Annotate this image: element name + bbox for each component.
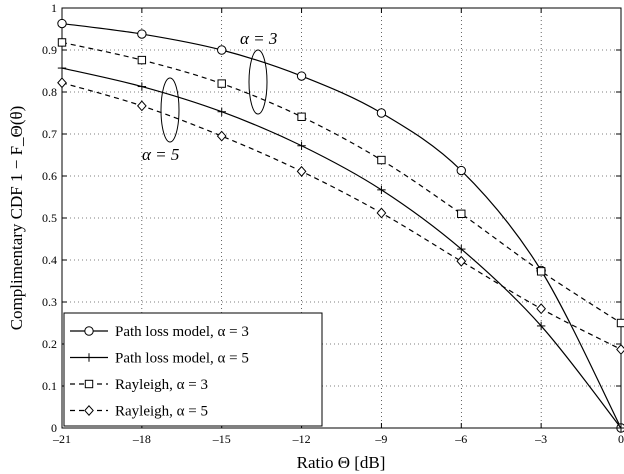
annotation-alpha-5: α = 5: [142, 145, 179, 164]
marker-circle: [376, 108, 387, 118]
legend-label: Rayleigh, α = 3: [115, 377, 208, 393]
marker-circle: [57, 18, 67, 29]
marker-square: [137, 55, 147, 65]
series-line: [61, 82, 622, 350]
marker-plus: [57, 63, 67, 73]
marker-circle: [456, 165, 466, 176]
marker-circle: [296, 71, 307, 81]
x-tick-label: –15: [212, 432, 231, 446]
x-tick-label: –9: [374, 432, 387, 446]
y-tick-label: 0.3: [42, 295, 57, 309]
marker-square: [457, 209, 466, 219]
legend-entry-4: Rayleigh, α = 5: [70, 404, 208, 420]
x-tick-label: –12: [292, 432, 311, 446]
y-tick-label: 1: [51, 1, 57, 15]
legend-box: [63, 312, 323, 427]
y-tick-label: 0.1: [42, 379, 57, 393]
legend-label: Rayleigh, α = 5: [115, 404, 208, 420]
marker-diamond: [216, 130, 227, 142]
annotation-ellipse-alpha-3: [248, 49, 268, 115]
legend-entry-3: Rayleigh, α = 3: [70, 377, 208, 393]
marker-plus: [137, 82, 147, 91]
marker-circle: [137, 29, 147, 39]
legend-label: Path loss model, α = 3: [115, 324, 249, 340]
marker-plus: [297, 141, 306, 150]
series-line: [61, 41, 622, 324]
marker-square: [297, 112, 306, 121]
marker-diamond: [376, 207, 387, 219]
x-tick-label: –6: [454, 432, 467, 446]
y-tick-label: 0.4: [42, 253, 57, 267]
series-4: [57, 77, 624, 355]
legend: Path loss model, α = 3 Path loss model, α…: [63, 312, 323, 427]
annotation-ellipse-alpha-5: [160, 77, 180, 143]
y-tick-label: 0.9: [42, 43, 57, 57]
x-axis-label: Ratio Θ [dB]: [297, 453, 386, 472]
marker-square: [377, 155, 386, 165]
marker-plus: [217, 107, 226, 116]
marker-plus: [536, 321, 546, 331]
series-3: [57, 38, 624, 328]
legend-entry-2: Path loss model, α = 5: [70, 351, 249, 367]
y-tick-label: 0.7: [42, 127, 57, 141]
legend-label: Path loss model, α = 5: [115, 351, 249, 367]
x-tick-label: 0: [618, 432, 624, 446]
y-tick-label: 0.2: [42, 337, 57, 351]
marker-plus: [377, 185, 386, 195]
x-tick-label: –18: [132, 432, 151, 446]
y-axis-label: Complimentary CDF 1 − F_Θ(θ): [7, 106, 26, 331]
marker-square: [57, 38, 67, 47]
y-tick-label: 0: [51, 421, 57, 435]
marker-circle: [84, 326, 94, 336]
marker-diamond: [136, 100, 147, 112]
marker-diamond: [57, 77, 67, 89]
y-tick-label: 0.8: [42, 85, 57, 99]
x-tick-label: –3: [534, 432, 547, 446]
marker-diamond: [616, 344, 624, 355]
marker-square: [616, 318, 624, 328]
series-group: [57, 18, 624, 433]
marker-diamond: [536, 303, 547, 315]
marker-square: [536, 267, 546, 276]
x-tick-label: –21: [52, 432, 71, 446]
marker-circle: [217, 45, 227, 55]
marker-diamond: [84, 405, 94, 416]
series-2: [57, 63, 624, 433]
marker-square: [84, 379, 94, 389]
y-tick-label: 0.5: [42, 211, 57, 225]
marker-plus: [84, 353, 94, 362]
marker-plus: [457, 244, 466, 254]
y-tick-label: 0.6: [42, 169, 57, 183]
axis-ticks: –21 –18 –15 –12 –9 –6 –3 0 0 0.1 0.2 0.3 0.4 0.5 0.6 0.…: [42, 1, 624, 446]
legend-entry-1: Path loss model, α = 3: [70, 324, 249, 340]
marker-diamond: [456, 255, 467, 267]
marker-square: [217, 79, 226, 88]
annotation-alpha-3: α = 3: [240, 29, 277, 48]
marker-diamond: [296, 165, 307, 177]
